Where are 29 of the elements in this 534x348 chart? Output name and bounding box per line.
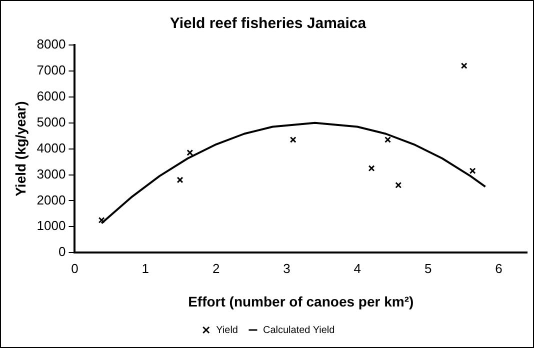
y-tick-label: 1000: [36, 218, 66, 234]
point: [395, 182, 402, 188]
x-tick-label: 6: [495, 260, 502, 276]
y-tick-label: 0: [58, 244, 66, 260]
point: [176, 176, 184, 184]
legend-label: Calculated Yield: [262, 324, 335, 336]
x-axis-title: Effort (number of canoes per km²): [188, 293, 414, 310]
point: [290, 136, 296, 143]
point: [384, 136, 392, 143]
x-tick-label: 1: [142, 260, 150, 276]
y-tick-label: 6000: [36, 88, 66, 104]
x-tick-label: 4: [354, 260, 362, 276]
y-tick-label: 3000: [36, 166, 66, 182]
y-tick-label: 2000: [36, 192, 66, 208]
y-axis-title: Yield (kg/year): [12, 101, 28, 196]
point: [368, 165, 375, 172]
y-tick-label: 8000: [36, 36, 66, 52]
legend-label: Yield: [216, 324, 238, 336]
chart-title: Yield reef fisheries Jamaica: [170, 15, 367, 32]
y-tick-label: 7000: [36, 62, 66, 78]
x-tick-label: 2: [212, 260, 220, 276]
y-tick-label: 5000: [36, 114, 66, 130]
y-tick-label: 4000: [36, 140, 66, 156]
x-tick-label: 0: [71, 260, 78, 276]
x-tick-label: 5: [424, 260, 432, 276]
point: [460, 62, 468, 69]
x-tick-label: 3: [283, 260, 290, 276]
point: [186, 149, 194, 156]
point: [469, 168, 476, 174]
